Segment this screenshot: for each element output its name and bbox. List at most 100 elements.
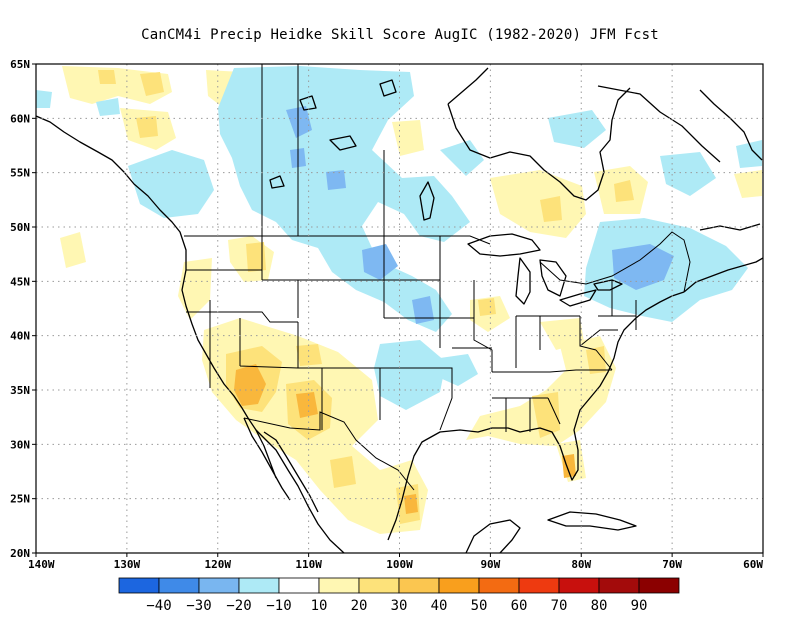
colorbar-label: −30 bbox=[186, 598, 211, 614]
colorbar-label: 60 bbox=[511, 598, 528, 614]
negative-skill-region bbox=[736, 140, 762, 168]
colorbar-swatch bbox=[558, 577, 600, 594]
positive-skill-region bbox=[60, 232, 86, 268]
colorbar-swatch bbox=[358, 577, 400, 594]
colorbar-swatch bbox=[318, 577, 360, 594]
lat-tick-label: 25N bbox=[10, 493, 30, 506]
lon-tick-label: 110W bbox=[295, 558, 322, 571]
gulf-of-mexico-coast bbox=[387, 291, 685, 541]
colorbar: −40 −30 −20 −10 10 20 30 40 50 60 70 80 90 bbox=[118, 577, 680, 614]
colorbar-label: 50 bbox=[471, 598, 488, 614]
moderate-skill-region bbox=[586, 346, 606, 374]
yucatan-coast bbox=[465, 519, 521, 553]
moderate-skill-region bbox=[98, 70, 116, 84]
colorbar-swatch bbox=[438, 577, 480, 594]
pacific-coastline bbox=[36, 115, 345, 553]
negative-skill-region bbox=[660, 152, 716, 196]
lon-tick-label: 100W bbox=[386, 558, 413, 571]
lon-tick-label: 90W bbox=[480, 558, 500, 571]
colorbar-label: 80 bbox=[591, 598, 608, 614]
negative-skill-region bbox=[440, 354, 478, 386]
colorbar-label: −40 bbox=[146, 598, 171, 614]
axis-ticks bbox=[32, 63, 764, 557]
positive-skill-region bbox=[540, 318, 584, 350]
gridlines bbox=[36, 64, 763, 553]
moderate-skill-region bbox=[246, 242, 266, 272]
negative-skill-region bbox=[218, 66, 470, 332]
hudson-bay-coast bbox=[447, 67, 721, 201]
positive-skill-region bbox=[734, 170, 762, 198]
lat-tick-label: 35N bbox=[10, 384, 30, 397]
colorbar-label: 70 bbox=[551, 598, 568, 614]
high-skill-region bbox=[234, 364, 266, 406]
colorbar-swatch bbox=[278, 577, 320, 594]
lat-tick-label: 45N bbox=[10, 275, 30, 288]
moderate-skill-region bbox=[330, 456, 356, 488]
lake-michigan bbox=[515, 257, 531, 305]
lake-huron bbox=[539, 259, 567, 297]
positive-skill-region bbox=[178, 258, 212, 320]
strong-negative-skill-region bbox=[286, 106, 312, 138]
moderate-skill-region bbox=[136, 116, 158, 138]
moderate-skill-region bbox=[296, 344, 322, 366]
coastlines bbox=[36, 67, 763, 553]
colorbar-swatch bbox=[198, 577, 240, 594]
moderate-skill-region bbox=[614, 180, 634, 202]
negative-skill-region bbox=[548, 110, 606, 148]
page-title: CanCM4i Precip Heidke Skill Score AugIC … bbox=[141, 27, 659, 43]
moderate-skill-region bbox=[478, 298, 496, 316]
high-skill-region bbox=[296, 392, 318, 418]
lake-ontario bbox=[593, 279, 623, 291]
state-borders bbox=[184, 64, 691, 491]
high-skill-region bbox=[404, 494, 418, 514]
state-lines bbox=[186, 236, 637, 432]
cuba-coast bbox=[547, 511, 637, 531]
us-canada-border bbox=[184, 231, 691, 293]
high-skill-region bbox=[562, 454, 576, 478]
colorbar-label: 20 bbox=[351, 598, 368, 614]
lon-tick-label: 130W bbox=[114, 558, 141, 571]
lat-tick-label: 30N bbox=[10, 438, 30, 451]
negative-skill-region bbox=[440, 140, 484, 176]
us-mexico-border bbox=[243, 411, 415, 491]
lat-tick-label: 50N bbox=[10, 221, 30, 234]
latitude-tick-labels: 20N 25N 30N 35N 40N 45N 50N 55N 60N 65N bbox=[10, 58, 30, 560]
lon-tick-label: 60W bbox=[743, 558, 763, 571]
lake-erie bbox=[559, 289, 597, 307]
moderate-skill-region bbox=[140, 72, 164, 96]
lon-tick-label: 70W bbox=[662, 558, 682, 571]
colorbar-label: −20 bbox=[226, 598, 251, 614]
strong-negative-skill-region bbox=[412, 296, 434, 324]
lat-tick-label: 40N bbox=[10, 330, 30, 343]
skill-fill-layer bbox=[36, 66, 762, 534]
negative-skill-region bbox=[128, 150, 214, 218]
colorbar-label: 40 bbox=[431, 598, 448, 614]
positive-skill-region bbox=[490, 170, 586, 238]
colorbar-swatch bbox=[478, 577, 520, 594]
strong-negative-skill-region bbox=[326, 170, 346, 190]
baja-coastline bbox=[243, 417, 291, 501]
colorbar-swatch bbox=[238, 577, 280, 594]
colorbar-swatch bbox=[518, 577, 560, 594]
lat-tick-label: 65N bbox=[10, 58, 30, 71]
lon-tick-label: 120W bbox=[205, 558, 232, 571]
negative-skill-region bbox=[374, 340, 446, 410]
lat-tick-label: 55N bbox=[10, 167, 30, 180]
moderate-skill-region bbox=[540, 196, 562, 222]
colorbar-swatch bbox=[598, 577, 640, 594]
strong-negative-skill-region bbox=[612, 244, 674, 290]
colorbar-label: 90 bbox=[631, 598, 648, 614]
lat-tick-label: 20N bbox=[10, 547, 30, 560]
strong-negative-skill-region bbox=[362, 244, 398, 280]
colorbar-swatch bbox=[638, 577, 680, 594]
northern-lakes bbox=[269, 79, 397, 189]
lon-tick-label: 80W bbox=[571, 558, 591, 571]
atlantic-canada-coast bbox=[683, 223, 763, 293]
lat-tick-label: 60N bbox=[10, 112, 30, 125]
longitude-tick-labels: 140W 130W 120W 110W 100W 90W 80W 70W 60W bbox=[28, 558, 763, 571]
colorbar-swatch bbox=[158, 577, 200, 594]
negative-skill-region bbox=[36, 90, 52, 108]
colorbar-label: 30 bbox=[391, 598, 408, 614]
